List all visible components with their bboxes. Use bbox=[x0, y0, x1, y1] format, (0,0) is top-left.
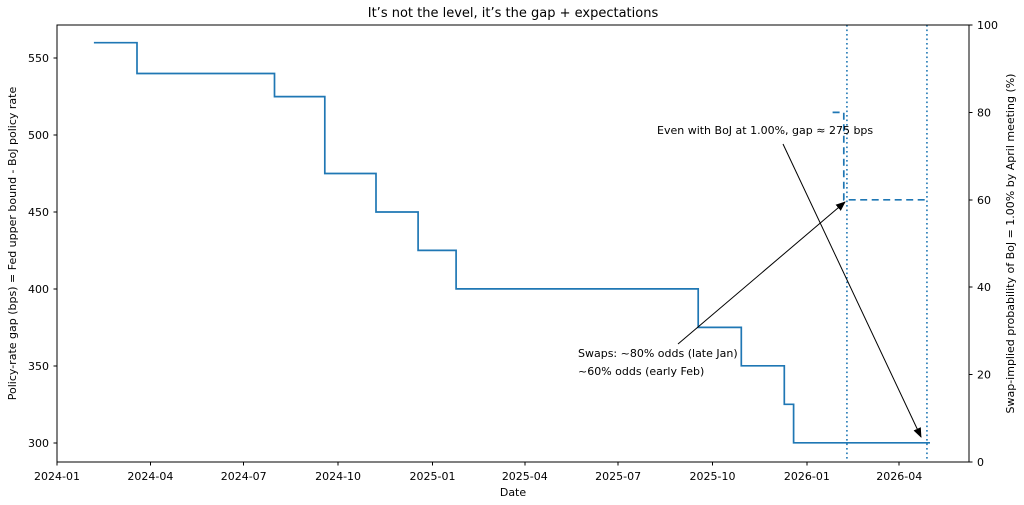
x-tick-label: 2025-10 bbox=[690, 470, 736, 483]
y-right-tick-label: 100 bbox=[977, 19, 998, 32]
y-right-tick-label: 80 bbox=[977, 106, 991, 119]
y-right-axis-label: Swap-implied probability of BoJ = 1.00% … bbox=[1004, 74, 1017, 414]
y-right-tick-label: 60 bbox=[977, 194, 991, 207]
axes-frame bbox=[56, 24, 970, 463]
y-left-tick-label: 500 bbox=[28, 129, 49, 142]
x-tick-label: 2025-01 bbox=[409, 470, 455, 483]
gap-annotation-text: Even with BoJ at 1.00%, gap ≈ 275 bps bbox=[657, 124, 873, 137]
x-tick-label: 2024-10 bbox=[315, 470, 361, 483]
y-right-tick-label: 20 bbox=[977, 369, 991, 382]
swap-implied-boj-probability-pct-line bbox=[832, 111, 927, 201]
swaps-annotation-arrow bbox=[677, 201, 846, 345]
x-tick-label: 2024-01 bbox=[34, 470, 80, 483]
y-left-axis-label: Policy-rate gap (bps) = Fed upper bound … bbox=[6, 87, 19, 401]
y-left-tick-label: 550 bbox=[28, 52, 49, 65]
x-tick-label: 2025-07 bbox=[595, 470, 641, 483]
policy-rate-gap-bps-line bbox=[93, 41, 930, 444]
chart-title: It’s not the level, it’s the gap + expec… bbox=[368, 6, 659, 21]
x-tick-label: 2024-07 bbox=[221, 470, 267, 483]
x-tick-label: 2024-04 bbox=[127, 470, 173, 483]
x-tick-label: 2026-01 bbox=[784, 470, 830, 483]
plot-area: 2024-01 2024-04 2024-07 2024-10 2025-01 2025-… bbox=[28, 19, 998, 483]
x-tick-label: 2025-04 bbox=[502, 470, 548, 483]
y-left-tick-label: 450 bbox=[28, 206, 49, 219]
y-left-tick-label: 300 bbox=[28, 437, 49, 450]
y-left-tick-label: 400 bbox=[28, 283, 49, 296]
y-right-tick-label: 40 bbox=[977, 281, 991, 294]
swaps-annotation-text: Swaps: ~80% odds (late Jan) ~60% odds (ea… bbox=[578, 347, 738, 378]
gap-annotation-arrow bbox=[782, 143, 922, 438]
y-right-tick-label: 0 bbox=[977, 456, 984, 469]
x-tick-label: 2026-04 bbox=[876, 470, 922, 483]
y-left-tick-label: 350 bbox=[28, 360, 49, 373]
x-axis-label: Date bbox=[500, 486, 527, 499]
